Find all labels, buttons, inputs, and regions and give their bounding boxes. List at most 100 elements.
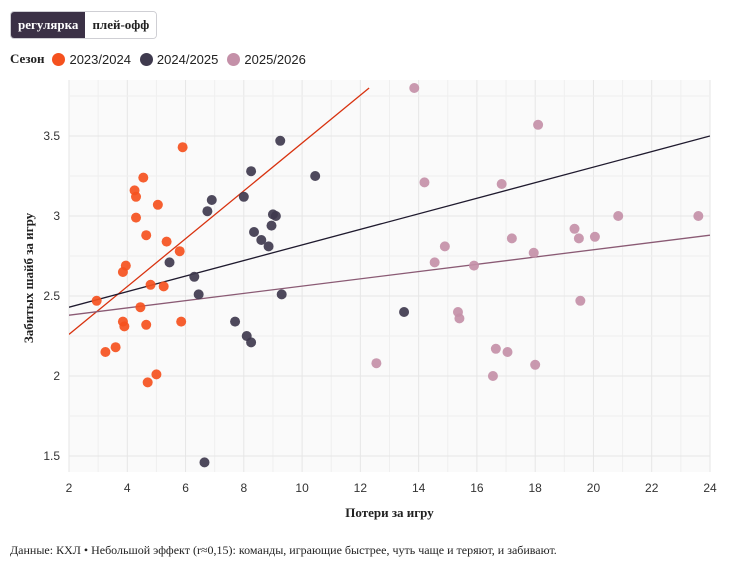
data-point-2024-2025 xyxy=(189,271,200,282)
data-point-2023-2024 xyxy=(119,321,130,332)
data-point-2023-2024 xyxy=(141,230,152,241)
y-axis-label: Забитых шайб за игру xyxy=(21,212,36,343)
data-point-2023-2024 xyxy=(138,172,149,183)
data-point-2024-2025 xyxy=(246,337,257,348)
data-point-2025-2026 xyxy=(613,211,624,221)
legend-swatch xyxy=(139,52,153,66)
data-point-2025-2026 xyxy=(490,343,501,354)
x-tick-label: 14 xyxy=(412,481,426,495)
data-point-2025-2026 xyxy=(506,233,517,244)
data-point-2023-2024 xyxy=(131,212,142,223)
legend-title: Сезон xyxy=(10,51,45,66)
data-point-2024-2025 xyxy=(263,241,274,252)
x-tick-label: 22 xyxy=(645,481,659,495)
trend-lines xyxy=(69,87,710,335)
legend-item-2025-2026[interactable]: 2025/2026 xyxy=(227,51,306,67)
legend-label: 2023/2024 xyxy=(69,51,131,67)
data-point-2024-2025 xyxy=(199,457,210,468)
data-point-2025-2026 xyxy=(530,359,541,370)
data-point-2023-2024 xyxy=(176,316,187,327)
y-axis-ticks: 1.5 2 2.5 3 3.5 xyxy=(43,129,60,463)
data-point-2025-2026 xyxy=(496,179,507,189)
data-point-2024-2025 xyxy=(246,166,257,177)
data-point-2023-2024 xyxy=(100,347,111,357)
data-point-2023-2024 xyxy=(161,236,172,247)
data-point-2023-2024 xyxy=(120,260,131,271)
data-point-2023-2024 xyxy=(158,281,169,292)
y-tick-label: 1.5 xyxy=(43,449,60,463)
data-point-2025-2026 xyxy=(575,295,586,306)
legend-swatch xyxy=(52,52,66,66)
data-point-2024-2025 xyxy=(270,211,281,221)
data-point-2023-2024 xyxy=(110,342,121,353)
data-point-2024-2025 xyxy=(310,171,321,181)
x-tick-label: 8 xyxy=(240,481,247,495)
data-point-2025-2026 xyxy=(429,257,440,268)
chart-legend: Сезон 2023/2024 2024/2025 2025/2026 xyxy=(10,51,315,67)
data-point-2025-2026 xyxy=(528,247,539,258)
trend-line-2025-2026 xyxy=(69,234,710,316)
y-tick-label: 2 xyxy=(53,369,60,383)
data-point-2023-2024 xyxy=(152,199,163,210)
data-point-2025-2026 xyxy=(487,371,498,381)
x-tick-label: 16 xyxy=(470,481,484,495)
data-point-2024-2025 xyxy=(238,191,249,202)
data-points xyxy=(91,83,704,468)
tab-regular-season[interactable]: регулярка xyxy=(11,12,86,38)
legend-swatch xyxy=(227,52,241,66)
data-point-2024-2025 xyxy=(249,227,260,237)
data-point-2024-2025 xyxy=(230,316,241,327)
data-point-2023-2024 xyxy=(91,295,102,306)
y-tick-label: 3 xyxy=(53,209,60,223)
y-tick-label: 3.5 xyxy=(43,129,60,143)
x-tick-label: 10 xyxy=(295,481,309,495)
data-point-2023-2024 xyxy=(142,377,153,388)
data-point-2023-2024 xyxy=(151,369,162,380)
trend-line-2024-2025 xyxy=(69,135,710,308)
x-axis-label: Потери за игру xyxy=(345,505,434,520)
data-point-2024-2025 xyxy=(399,307,410,317)
data-point-2025-2026 xyxy=(569,223,580,234)
x-tick-label: 18 xyxy=(529,481,543,495)
legend-label: 2025/2026 xyxy=(244,51,306,67)
data-point-2025-2026 xyxy=(371,358,382,369)
x-tick-label: 20 xyxy=(587,481,601,495)
data-point-2024-2025 xyxy=(276,289,287,300)
legend-item-2023-2024[interactable]: 2023/2024 xyxy=(52,51,131,67)
data-point-2023-2024 xyxy=(174,246,185,257)
x-tick-label: 6 xyxy=(182,481,189,495)
data-point-2024-2025 xyxy=(206,195,217,205)
data-point-2024-2025 xyxy=(266,220,277,231)
data-point-2023-2024 xyxy=(135,302,146,313)
data-point-2024-2025 xyxy=(275,135,286,146)
data-point-2025-2026 xyxy=(454,313,465,324)
data-point-2023-2024 xyxy=(145,279,156,290)
data-point-2025-2026 xyxy=(533,119,544,130)
legend-item-2024-2025[interactable]: 2024/2025 xyxy=(139,51,219,67)
x-tick-label: 12 xyxy=(354,481,368,495)
data-point-2024-2025 xyxy=(164,257,175,268)
season-type-tabs: регулярка плей-офф xyxy=(10,11,158,39)
chart-caption: Данные: КХЛ • Небольшой эффект (r≈0,15):… xyxy=(10,543,557,557)
legend-label: 2024/2025 xyxy=(156,51,219,67)
data-point-2025-2026 xyxy=(409,83,420,93)
x-tick-label: 2 xyxy=(66,481,73,495)
data-point-2025-2026 xyxy=(439,241,450,252)
data-point-2025-2026 xyxy=(468,260,479,271)
grid-lines xyxy=(68,80,711,472)
data-point-2024-2025 xyxy=(193,289,204,300)
data-point-2025-2026 xyxy=(693,211,704,221)
x-axis-ticks: 2 4 6 8 10 12 14 16 18 20 22 24 xyxy=(66,481,717,495)
data-point-2025-2026 xyxy=(419,177,430,188)
data-point-2025-2026 xyxy=(573,233,584,244)
x-tick-label: 24 xyxy=(703,481,717,495)
data-point-2025-2026 xyxy=(589,231,600,242)
y-tick-label: 2.5 xyxy=(43,289,60,303)
data-point-2023-2024 xyxy=(131,191,142,202)
data-point-2025-2026 xyxy=(502,347,513,357)
x-tick-label: 4 xyxy=(124,481,131,495)
data-point-2023-2024 xyxy=(177,142,188,153)
tab-playoffs[interactable]: плей-офф xyxy=(85,12,157,38)
data-point-2024-2025 xyxy=(256,235,267,245)
